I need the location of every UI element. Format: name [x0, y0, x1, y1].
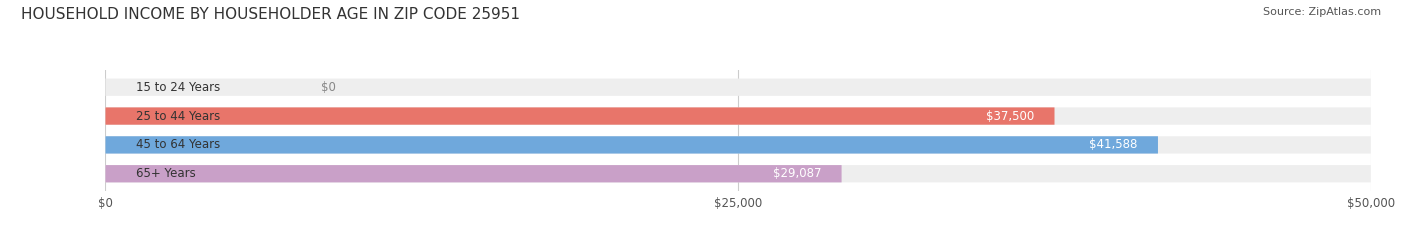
FancyBboxPatch shape — [105, 107, 1054, 125]
Text: $41,588: $41,588 — [1090, 138, 1137, 151]
Text: HOUSEHOLD INCOME BY HOUSEHOLDER AGE IN ZIP CODE 25951: HOUSEHOLD INCOME BY HOUSEHOLDER AGE IN Z… — [21, 7, 520, 22]
Text: 25 to 44 Years: 25 to 44 Years — [136, 110, 221, 123]
Text: $0: $0 — [321, 81, 336, 94]
Text: Source: ZipAtlas.com: Source: ZipAtlas.com — [1263, 7, 1381, 17]
FancyBboxPatch shape — [105, 107, 1371, 125]
Text: 15 to 24 Years: 15 to 24 Years — [136, 81, 221, 94]
Text: 65+ Years: 65+ Years — [136, 167, 195, 180]
Text: 45 to 64 Years: 45 to 64 Years — [136, 138, 221, 151]
FancyBboxPatch shape — [105, 165, 1371, 182]
FancyBboxPatch shape — [105, 165, 842, 182]
Text: $37,500: $37,500 — [986, 110, 1035, 123]
FancyBboxPatch shape — [105, 136, 1159, 154]
Text: $29,087: $29,087 — [773, 167, 821, 180]
FancyBboxPatch shape — [105, 79, 1371, 96]
FancyBboxPatch shape — [105, 136, 1371, 154]
